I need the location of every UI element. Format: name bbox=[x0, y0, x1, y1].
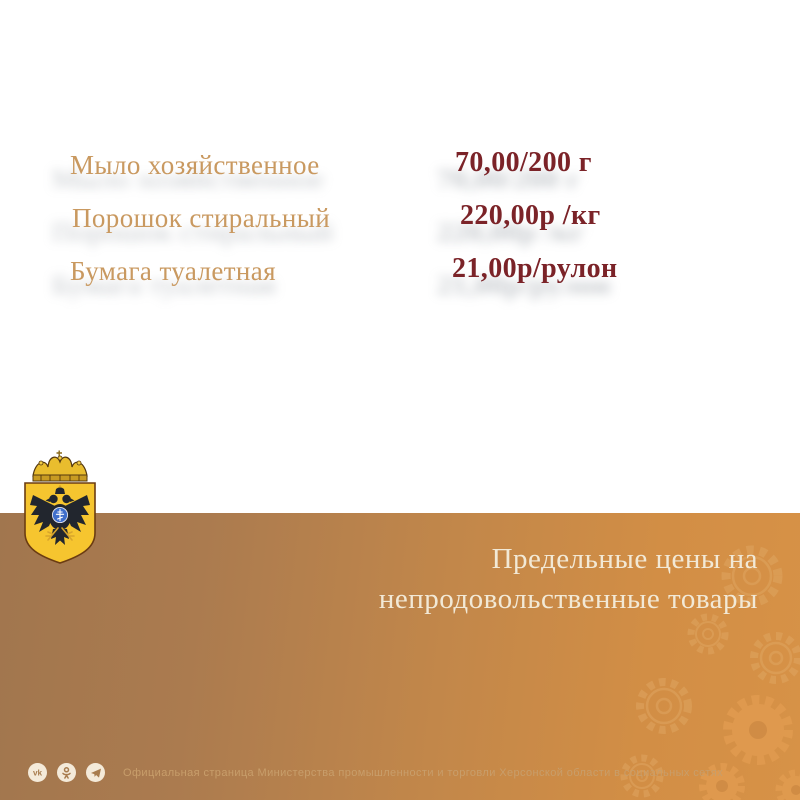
item-price: 21,00р/рулон bbox=[452, 253, 618, 284]
price-row: Мыло хозяйственное 70,00/200 г Мыло хозя… bbox=[0, 147, 800, 194]
orthodox-cross-icon bbox=[55, 509, 65, 522]
price-list: Мыло хозяйственное 70,00/200 г Мыло хозя… bbox=[0, 147, 800, 300]
kherson-coat-of-arms bbox=[24, 450, 96, 564]
price-row: Порошок стиральный 220,00р /кг Порошок с… bbox=[0, 200, 800, 247]
poster-title-line2: непродовольственные товары bbox=[378, 583, 758, 615]
item-name: Мыло хозяйственное bbox=[70, 150, 320, 180]
poster-title-line1: Предельные цены на bbox=[491, 543, 758, 575]
price-row: Бумага туалетная 21,00р/рулон Бумага туа… bbox=[0, 253, 800, 300]
item-name: Бумага туалетная bbox=[70, 256, 276, 286]
ok-icon[interactable] bbox=[57, 763, 76, 782]
svg-text:vk: vk bbox=[33, 769, 43, 778]
footer-social-bar: vk Официальная страница Министерства про… bbox=[28, 763, 723, 782]
telegram-icon[interactable] bbox=[86, 763, 105, 782]
vk-icon[interactable]: vk bbox=[28, 763, 47, 782]
footer-caption: Официальная страница Министерства промыш… bbox=[123, 766, 723, 779]
item-price: 70,00/200 г bbox=[455, 147, 592, 178]
crown-icon bbox=[32, 450, 88, 482]
item-name: Порошок стиральный bbox=[72, 203, 331, 233]
title-banner: Предельные цены на непродовольственные т… bbox=[0, 513, 800, 800]
gears-decoration bbox=[620, 545, 800, 800]
item-price: 220,00р /кг bbox=[460, 200, 601, 231]
poster-title: Предельные цены на непродовольственные т… bbox=[379, 539, 758, 619]
eagle-attributes bbox=[45, 527, 75, 541]
